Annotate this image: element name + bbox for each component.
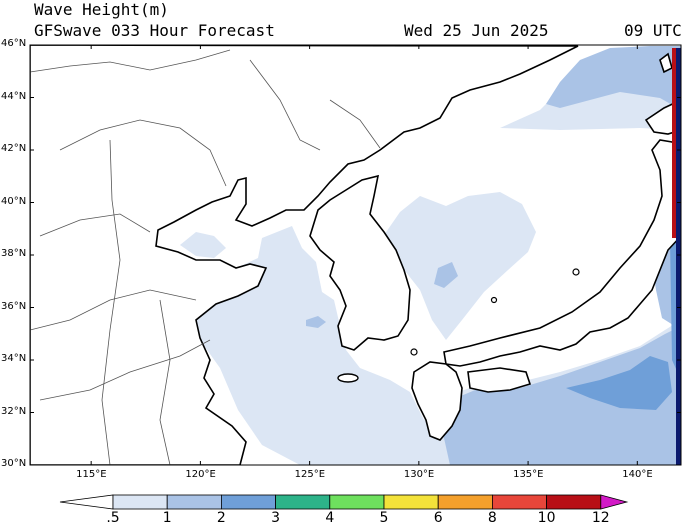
- wave-field-medium-yellow-sea-patch: [306, 316, 326, 328]
- wave-field-medium-japan-sea-patch: [434, 262, 458, 288]
- lat-label: 34°N: [1, 353, 27, 364]
- forecast-time: 09 UTC: [624, 21, 682, 40]
- land-honshu: [443, 139, 681, 367]
- lon-label: 120°E: [185, 469, 216, 480]
- island-oki: [490, 296, 498, 304]
- map-subtitle: GFSwave 033 Hour Forecast: [34, 21, 275, 40]
- colorbar-tick-label: 10: [537, 510, 556, 526]
- lon-label: 125°E: [294, 469, 326, 480]
- colorbar-segment: [437, 494, 493, 510]
- colorbar-segment: [220, 494, 276, 510]
- forecast-date: Wed 25 Jun 2025: [404, 21, 549, 40]
- wave-field-dark-pacific: [566, 356, 672, 410]
- lat-label: 30°N: [1, 458, 27, 469]
- wave-field-medium-north: [546, 46, 681, 110]
- colorbar-tick-label: 3: [271, 510, 281, 526]
- land-kyushu: [411, 361, 463, 441]
- island-tsushima: [410, 348, 418, 356]
- wave-field-light-bohai: [180, 232, 226, 258]
- lat-label: 44°N: [1, 90, 27, 102]
- colorbar-segment: [112, 494, 168, 510]
- province-borders: [30, 49, 381, 465]
- island-sado: [572, 268, 580, 276]
- lon-label: 140°E: [622, 469, 653, 480]
- colorbar-segment: [546, 494, 602, 510]
- land-korea: [309, 174, 411, 351]
- lat-label: 46°N: [1, 38, 27, 49]
- colorbar-tick-label: 1: [162, 510, 172, 526]
- colorbar-segment: [383, 494, 439, 510]
- land-shikoku: [467, 367, 532, 393]
- lon-label: 135°E: [513, 469, 544, 480]
- lat-label: 38°N: [1, 248, 27, 259]
- edge-strip-red: [672, 48, 676, 238]
- axis-ticks: [30, 44, 681, 466]
- colorbar-segment: [491, 494, 547, 510]
- colorbar-tick-label: 4: [325, 510, 335, 526]
- colorbar: [59, 494, 629, 510]
- colorbar-segment: [166, 494, 222, 510]
- colorbar-tick-label: 5: [379, 510, 389, 526]
- colorbar-tick-label: 6: [433, 510, 443, 526]
- map-area: [30, 45, 681, 465]
- colorbar-max-arrow: [600, 494, 629, 510]
- colorbar-tick-label: 8: [487, 510, 497, 526]
- colorbar-tick-label: .5: [106, 510, 120, 526]
- wave-field-medium-pacific: [440, 326, 681, 465]
- lon-label: 130°E: [403, 469, 435, 480]
- lat-label: 40°N: [1, 195, 27, 207]
- colorbar-segment: [275, 494, 331, 510]
- lat-label: 32°N: [1, 405, 27, 417]
- colorbar-tick-label: 12: [591, 510, 610, 526]
- lat-label: 36°N: [1, 300, 27, 312]
- wave-field-light-sea-of-japan: [382, 192, 536, 340]
- lat-label: 42°N: [1, 143, 27, 154]
- colorbar-min-arrow: [59, 494, 114, 510]
- map-title: Wave Height(m): [34, 0, 169, 19]
- land-jeju: [337, 373, 359, 383]
- colorbar-tick-label: 2: [216, 510, 226, 526]
- lon-label: 115°E: [76, 469, 107, 480]
- edge-strip-navy: [676, 48, 681, 465]
- colorbar-segment: [329, 494, 385, 510]
